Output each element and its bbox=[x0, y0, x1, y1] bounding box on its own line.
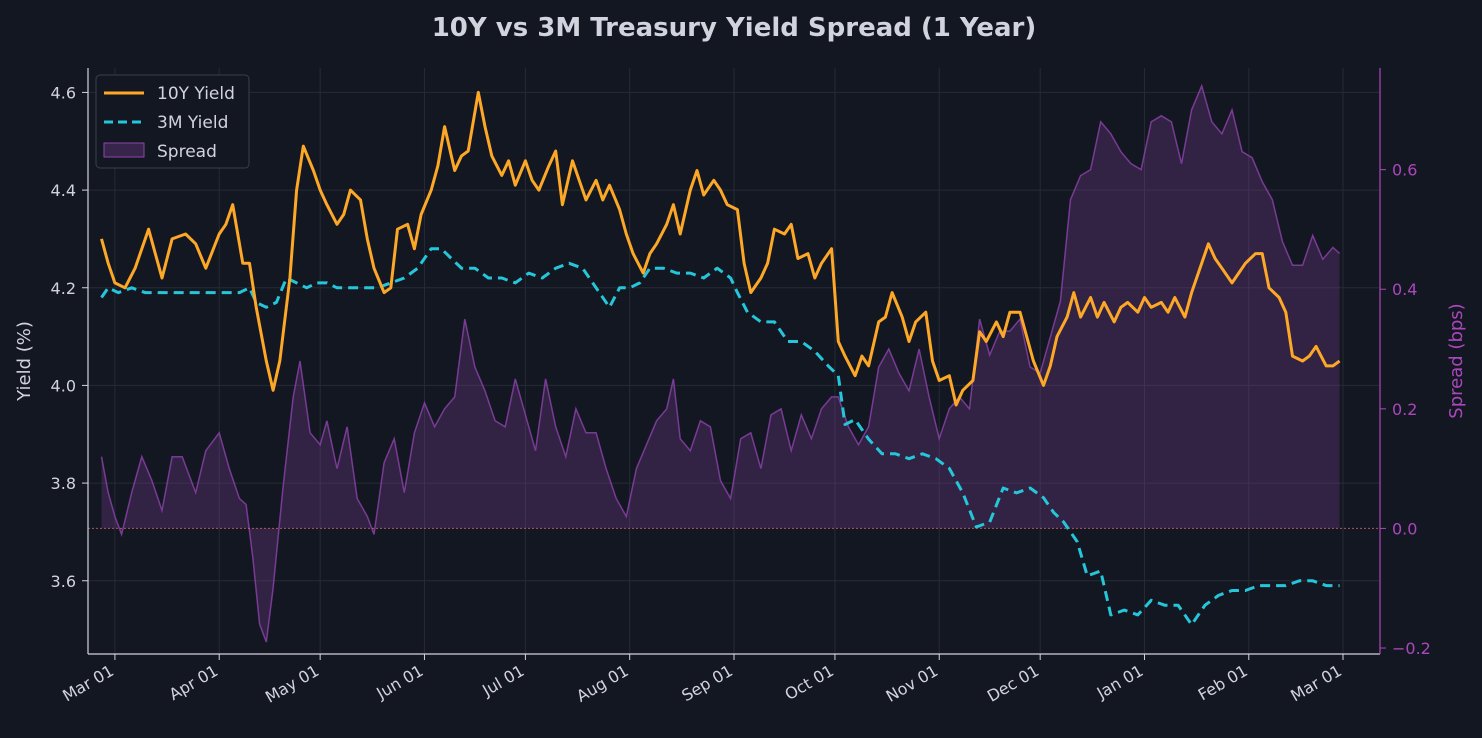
x-tick-label: Mar 01 bbox=[1287, 661, 1345, 705]
grid bbox=[88, 68, 1380, 654]
y-tick-label: 3.8 bbox=[51, 474, 76, 493]
legend-label-10y: 10Y Yield bbox=[157, 84, 235, 104]
spread-area bbox=[101, 85, 1340, 642]
spread-line bbox=[100, 83, 1341, 643]
y2-tick-label: 0.4 bbox=[1392, 280, 1417, 299]
x-tick-label: Apr 01 bbox=[166, 661, 222, 704]
x-tick-label: Jun 01 bbox=[372, 661, 426, 703]
legend: 10Y Yield 3M Yield Spread bbox=[95, 74, 250, 169]
y-tick-label: 4.0 bbox=[51, 376, 76, 395]
y-tick-label: 4.2 bbox=[51, 279, 76, 298]
yield-3m-line bbox=[100, 247, 1340, 627]
legend-label-3m: 3M Yield bbox=[157, 113, 228, 133]
x-tick-label: Nov 01 bbox=[883, 661, 942, 706]
y2-tick-label: 0.6 bbox=[1392, 161, 1417, 180]
x-tick-label: Oct 01 bbox=[781, 661, 836, 704]
y2-tick-label: 0.2 bbox=[1392, 400, 1417, 419]
y2-axis-label: Spread (bps) bbox=[1446, 303, 1467, 418]
x-tick-label: Aug 01 bbox=[573, 661, 632, 706]
spread-area-layer bbox=[88, 83, 1380, 643]
x-tick-label: Jul 01 bbox=[478, 661, 527, 700]
x-tick-label: Mar 01 bbox=[59, 661, 117, 705]
legend-swatch-spread bbox=[103, 142, 145, 158]
x-tick-label: Feb 01 bbox=[1195, 661, 1251, 704]
y-tick-label: 3.6 bbox=[51, 572, 76, 591]
x-tick-label: Jan 01 bbox=[1093, 661, 1147, 703]
legend-box bbox=[95, 74, 250, 169]
y-tick-label: 4.6 bbox=[51, 83, 76, 102]
y2-tick-label: 0.0 bbox=[1392, 519, 1417, 538]
y2-tick-label: −0.2 bbox=[1392, 639, 1431, 658]
x-tick-label: Sep 01 bbox=[678, 661, 736, 705]
yield-10y-line bbox=[100, 90, 1341, 407]
chart-title: 10Y vs 3M Treasury Yield Spread (1 Year) bbox=[432, 13, 1037, 43]
y-tick-label: 4.4 bbox=[51, 181, 76, 200]
yield-lines-layer bbox=[100, 90, 1341, 627]
x-tick-label: May 01 bbox=[262, 661, 322, 707]
y-axis-label: Yield (%) bbox=[14, 321, 35, 402]
legend-label-spread: Spread bbox=[157, 142, 217, 162]
x-tick-label: Dec 01 bbox=[984, 661, 1042, 706]
